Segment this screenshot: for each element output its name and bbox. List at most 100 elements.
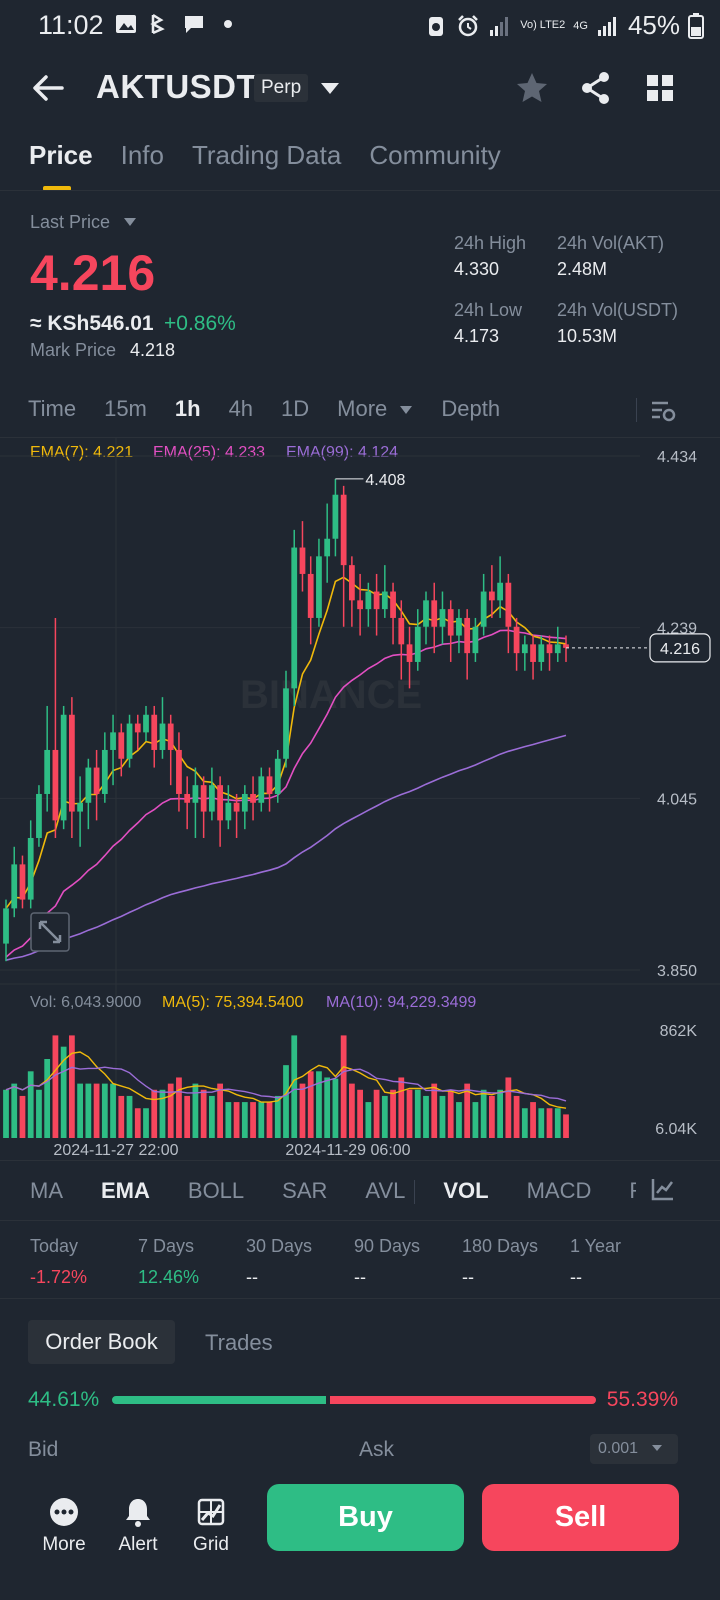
alert-button[interactable]: Alert <box>108 1496 168 1556</box>
indicator-settings-icon[interactable] <box>650 1176 676 1202</box>
more-button[interactable]: More <box>34 1496 94 1556</box>
tf-time[interactable]: Time <box>28 396 77 421</box>
tf-4h[interactable]: 4h <box>228 396 254 421</box>
candle-body <box>151 714 158 750</box>
candle-body <box>258 776 265 803</box>
volume-bar <box>291 1035 298 1138</box>
candle-body <box>250 793 256 803</box>
candle-body <box>241 793 248 812</box>
candle-body <box>373 591 380 610</box>
tab-trades[interactable]: Trades <box>205 1330 273 1355</box>
tf-more[interactable]: More <box>337 396 413 422</box>
tab-community[interactable]: Community <box>369 140 501 170</box>
24h-low: 4.173 <box>454 326 500 346</box>
candle-body <box>184 793 191 803</box>
volume-bar <box>423 1095 429 1138</box>
volume-bar <box>349 1083 355 1138</box>
last-price-label[interactable]: Last Price <box>30 212 137 233</box>
lte-label: Vo) LTE2 <box>520 19 566 31</box>
ma5-label: MA(5): 75,394.5400 <box>162 994 304 1011</box>
timeframe-row: Time 15m 1h 4h 1D More Depth <box>28 396 528 422</box>
time-label: 2024-11-29 06:00 <box>285 1142 410 1159</box>
price-chart[interactable]: BINANCE 4.408 4.4344.2394.0453.8504.216 … <box>0 438 720 1160</box>
candle-body <box>11 864 18 909</box>
volume-bar <box>480 1089 487 1138</box>
candle-body <box>126 723 133 759</box>
candle-body <box>489 591 495 601</box>
tf-depth[interactable]: Depth <box>441 396 501 421</box>
last-price: 4.216 <box>30 245 156 301</box>
volume-bar <box>250 1102 256 1138</box>
perf-today: Today -1.72% <box>30 1236 88 1287</box>
tab-order-book[interactable]: Order Book <box>28 1320 175 1364</box>
volume-ma-line <box>5 1051 567 1109</box>
share-icon[interactable] <box>576 68 616 108</box>
volume-bar <box>538 1108 545 1138</box>
tf-1d[interactable]: 1D <box>281 396 310 421</box>
candle-body <box>349 565 355 601</box>
ind-ema[interactable]: EMA <box>101 1178 150 1203</box>
candle-body <box>299 547 306 574</box>
volume-bar <box>11 1083 18 1138</box>
candle-body <box>480 591 487 627</box>
current-price-box <box>649 633 711 663</box>
ind-sar[interactable]: SAR <box>282 1178 328 1203</box>
mark-price: 4.218 <box>130 340 176 360</box>
volume-bar <box>489 1095 495 1138</box>
candle-body <box>307 573 314 618</box>
ind-avl[interactable]: AVL <box>365 1178 406 1203</box>
back-arrow-icon[interactable] <box>28 68 68 108</box>
symbol-dropdown-icon[interactable] <box>318 78 342 98</box>
volume-bar <box>101 1083 108 1138</box>
price-change: +0.86% <box>164 312 236 335</box>
candle-body <box>69 714 75 812</box>
volume-bar <box>274 1095 281 1138</box>
tab-price[interactable]: Price <box>29 140 93 191</box>
volume-bar <box>299 1083 306 1138</box>
chart-settings-icon[interactable] <box>650 398 676 424</box>
ind-macd[interactable]: MACD <box>526 1178 592 1203</box>
buy-button[interactable]: Buy <box>267 1484 464 1551</box>
perf-30d: 30 Days -- <box>246 1236 313 1287</box>
volume-bar <box>241 1102 248 1138</box>
bottom-bar: More Alert Grid Buy Sell <box>0 1478 720 1600</box>
expand-chart-icon[interactable] <box>30 912 70 952</box>
ind-ma[interactable]: MA <box>30 1178 63 1203</box>
bid-label: Bid <box>28 1438 59 1461</box>
last-price-dropdown-icon <box>124 218 137 226</box>
candle-body <box>60 714 67 821</box>
volume-bar <box>258 1102 265 1138</box>
candle-body <box>167 723 174 750</box>
ema99-label: EMA(99): 4.124 <box>286 444 399 461</box>
volume-bar <box>307 1071 314 1138</box>
candle-body <box>291 547 298 689</box>
tab-trading-data[interactable]: Trading Data <box>191 140 342 170</box>
volume-bar <box>126 1095 133 1138</box>
star-icon[interactable] <box>512 68 552 108</box>
tf-15m[interactable]: 15m <box>104 396 147 421</box>
volume-bar <box>200 1089 207 1138</box>
candle-body <box>513 626 520 654</box>
tab-info[interactable]: Info <box>120 140 164 170</box>
ind-boll[interactable]: BOLL <box>187 1178 245 1203</box>
perf-1y: 1 Year -- <box>570 1236 622 1287</box>
sell-button[interactable]: Sell <box>482 1484 679 1551</box>
volume-bar <box>439 1095 446 1138</box>
candle-body <box>464 617 471 654</box>
grid-button[interactable]: Grid <box>181 1496 241 1556</box>
alarm-icon <box>458 14 479 36</box>
symbol-title[interactable]: AKTUSDT <box>96 68 258 105</box>
candle-body <box>456 617 462 636</box>
grid-menu-icon[interactable] <box>640 68 680 108</box>
vol-label: Vol: 6,043.9000 <box>30 994 142 1011</box>
candle-body <box>546 644 553 654</box>
candle-body <box>414 626 421 662</box>
precision-select[interactable]: 0.001 <box>590 1434 678 1464</box>
candle-body <box>118 732 125 759</box>
ask-percent: 55.39% <box>606 1388 678 1411</box>
candle-body <box>538 644 545 662</box>
tf-1h[interactable]: 1h <box>174 396 201 421</box>
candle-body <box>381 591 388 610</box>
candle-body <box>390 591 396 618</box>
ind-vol[interactable]: VOL <box>443 1178 489 1203</box>
